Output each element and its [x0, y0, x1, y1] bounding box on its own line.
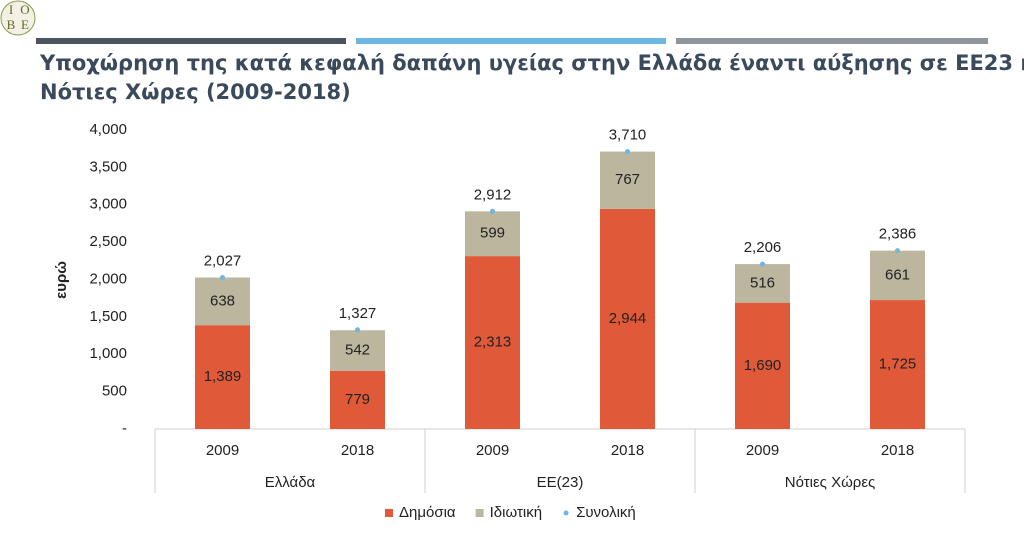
total-dot	[760, 261, 765, 267]
data-label: 2,206	[744, 239, 782, 256]
bar-segment	[735, 302, 790, 429]
logo-circle	[0, 0, 36, 36]
y-tick-label: 500	[102, 383, 127, 400]
legend-label: Δημόσια	[399, 504, 456, 521]
bar-segment	[600, 208, 655, 429]
data-label: 2,386	[879, 226, 917, 243]
group-label: Νότιες Χώρες	[785, 474, 875, 491]
y-tick-label: 3,500	[89, 158, 127, 175]
x-tick-label: 2018	[611, 442, 644, 459]
group-label: Ελλάδα	[265, 474, 316, 491]
header-bar	[36, 38, 346, 44]
legend-marker	[563, 510, 569, 516]
data-label: 1,690	[744, 357, 782, 374]
bar-segment	[330, 370, 385, 429]
data-label: 516	[750, 274, 775, 291]
data-label: 779	[345, 391, 370, 408]
total-dot	[220, 274, 225, 280]
total-dot	[625, 149, 630, 155]
y-tick-label: 4,000	[89, 121, 127, 138]
data-label: 767	[615, 171, 640, 188]
header-bar	[356, 38, 666, 44]
data-label: 1,327	[339, 305, 377, 322]
y-axis-label: ευρώ	[53, 261, 70, 299]
y-tick-label: 3,000	[89, 196, 127, 213]
logo-letter: E	[21, 17, 29, 32]
header-bar	[676, 38, 988, 44]
bar-segment	[465, 211, 520, 257]
legend-marker	[385, 509, 393, 517]
logo-letter: I	[9, 2, 13, 17]
logo: I O B E	[0, 0, 36, 36]
data-label: 542	[345, 341, 370, 358]
total-dot	[490, 208, 495, 214]
logo-letter: O	[20, 2, 29, 17]
data-label: 2,912	[474, 186, 512, 203]
data-label: 599	[480, 225, 505, 242]
legend-marker	[475, 509, 484, 517]
legend-label: Συνολική	[576, 504, 636, 521]
total-dot	[895, 248, 900, 254]
data-label: 2,944	[609, 310, 647, 327]
y-tick-label: 1,000	[89, 345, 127, 362]
y-tick-label: 2,500	[89, 233, 127, 250]
logo-letter: B	[7, 17, 16, 32]
bar-segment	[330, 330, 385, 371]
bar-segment	[465, 256, 520, 429]
x-tick-label: 2018	[881, 442, 914, 459]
bar-segment	[195, 325, 250, 429]
bar-segment	[870, 250, 925, 301]
bar-segment	[195, 277, 250, 326]
data-label: 661	[885, 266, 910, 283]
bar-segment	[870, 300, 925, 429]
chart-title: Υποχώρηση της κατά κεφαλή δαπάνη υγείας …	[39, 51, 1024, 75]
data-label: 1,389	[204, 368, 242, 385]
legend-label: Ιδιωτική	[490, 504, 542, 521]
data-label: 2,027	[204, 252, 242, 269]
x-tick-label: 2009	[746, 442, 779, 459]
data-label: 638	[210, 292, 235, 309]
y-tick-label: 2,000	[89, 270, 127, 287]
x-tick-label: 2018	[341, 442, 374, 459]
data-label: 3,710	[609, 127, 647, 144]
bar-segment	[600, 151, 655, 209]
total-dot	[355, 327, 360, 333]
data-label: 1,725	[879, 355, 917, 372]
bar-segment	[735, 264, 790, 303]
group-label: ΕΕ(23)	[537, 474, 584, 491]
chart-title: Νότιες Χώρες (2009-2018)	[40, 80, 351, 104]
x-tick-label: 2009	[476, 442, 509, 459]
x-tick-label: 2009	[206, 442, 239, 459]
y-tick-label: 1,500	[89, 308, 127, 325]
data-label: 2,313	[474, 334, 512, 351]
y-tick-label: -	[122, 420, 127, 437]
